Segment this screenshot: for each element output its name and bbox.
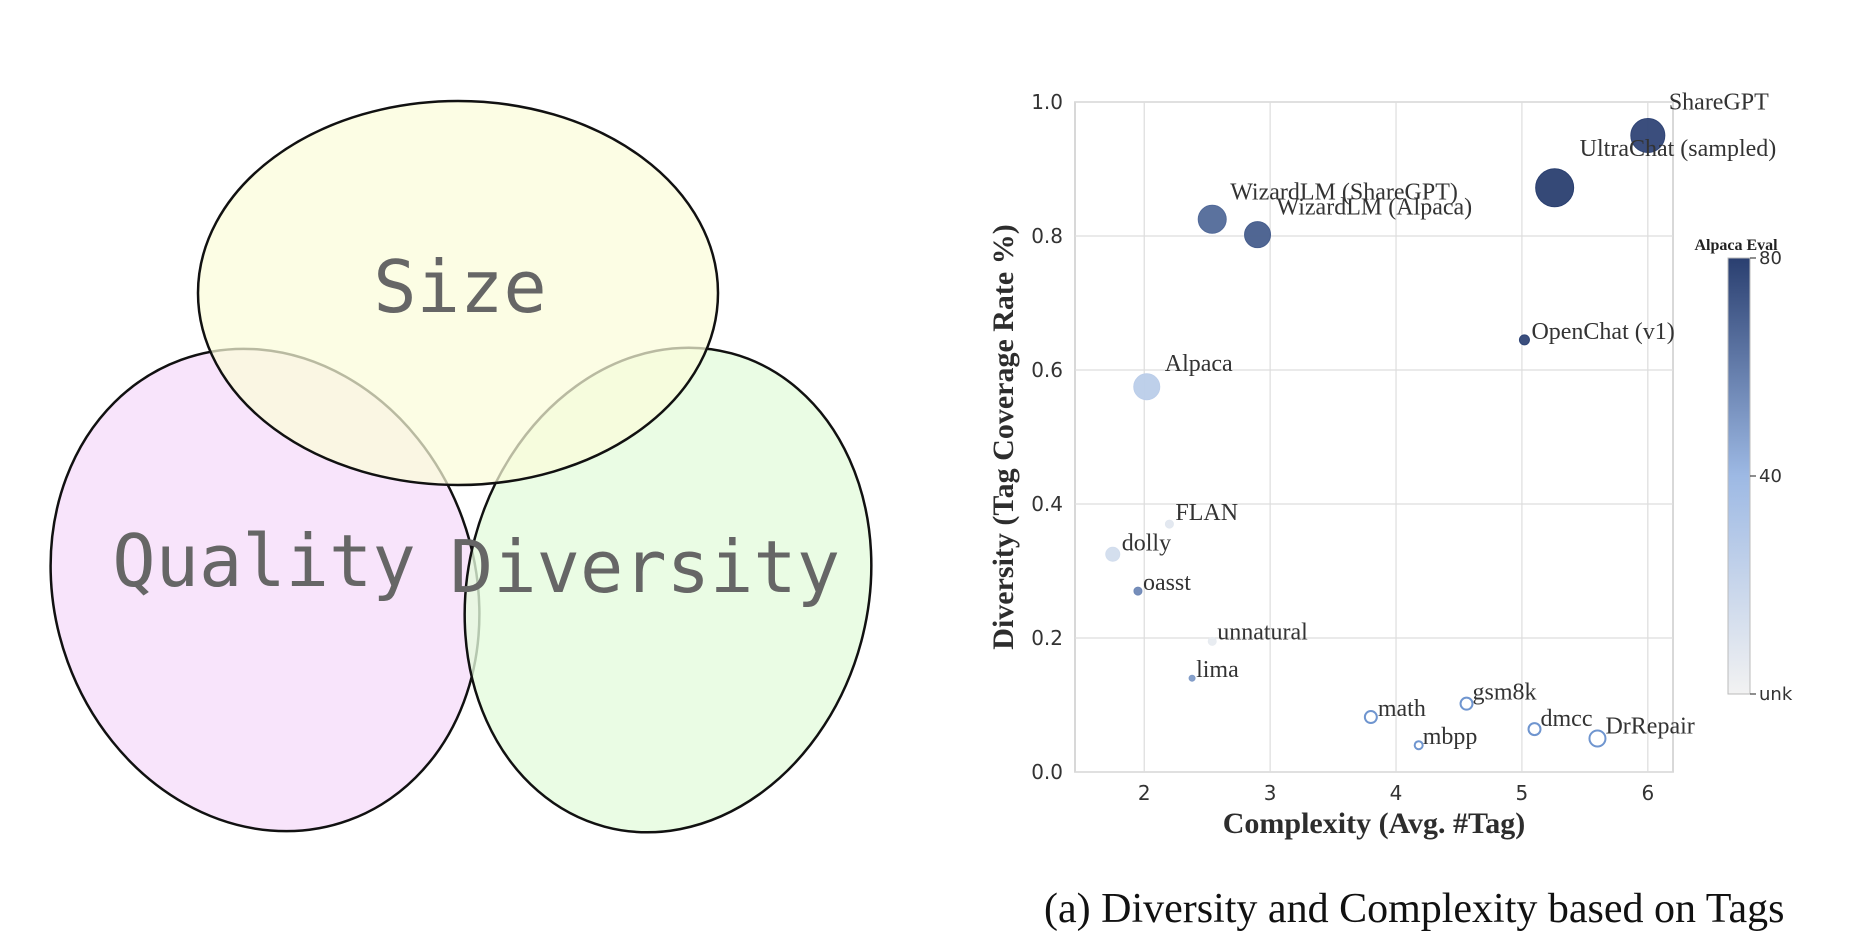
x-tick-label: 4: [1390, 781, 1403, 805]
data-label: mbpp: [1423, 724, 1478, 750]
data-label: oasst: [1143, 570, 1191, 596]
data-point: [1105, 546, 1121, 562]
data-label: dmcc: [1541, 706, 1593, 732]
y-tick-label: 0.0: [1031, 760, 1063, 784]
data-label: gsm8k: [1473, 680, 1537, 706]
data-point: [1518, 334, 1530, 346]
data-point: [1133, 373, 1161, 401]
x-tick-label: 6: [1641, 781, 1654, 805]
data-point: [1197, 204, 1227, 234]
y-axis-title: Diversity (Tag Coverage Rate %): [987, 224, 1020, 649]
venn-diversity-label: Diversity: [450, 525, 840, 609]
plot-area: [1074, 101, 1674, 773]
colorbar-tick-label: 40: [1759, 466, 1782, 487]
venn-diversity-ellipse: [463, 346, 873, 834]
data-label: Alpaca: [1165, 351, 1233, 377]
colorbar-ticks: 80 40 unk: [1750, 248, 1793, 705]
data-label: WizardLM (Alpaca): [1277, 195, 1473, 221]
data-point: [1244, 221, 1272, 249]
data-label: math: [1378, 696, 1426, 722]
x-tick-label: 3: [1264, 781, 1277, 805]
y-tick-label: 0.2: [1031, 626, 1063, 650]
axis-ticks: 2 3 4 5 6 0.0 0.2 0.4 0.6 0.8 1.0: [1031, 90, 1654, 805]
x-tick-label: 5: [1516, 781, 1529, 805]
figure-caption: (a) Diversity and Complexity based on Ta…: [1044, 886, 1784, 932]
y-tick-label: 0.8: [1031, 224, 1063, 248]
data-label: FLAN: [1175, 500, 1238, 526]
colorbar-tick-label: 80: [1759, 248, 1782, 269]
x-tick-label: 2: [1138, 781, 1151, 805]
data-point: [1630, 118, 1666, 153]
scatter-chart: 2 3 4 5 6 0.0 0.2 0.4 0.6 0.8 1.0 ShareGPT UltraCha…: [987, 90, 1793, 841]
colorbar-title: Alpaca Eval: [1694, 237, 1778, 254]
venn-diagram: Size Quality Diversity: [49, 99, 873, 834]
colorbar: Alpaca Eval 80 40 unk: [1694, 237, 1792, 705]
data-point: [1363, 710, 1378, 725]
data-label: ShareGPT: [1669, 90, 1769, 116]
data-points: [1105, 118, 1666, 751]
data-point: [1207, 636, 1217, 646]
data-point: [1535, 168, 1575, 208]
data-point: [1133, 586, 1143, 596]
colorbar-tick-label: unk: [1759, 684, 1793, 705]
data-labels: ShareGPT UltraChat (sampled) WizardLM (Sha…: [1122, 90, 1776, 751]
data-point: [1527, 722, 1542, 737]
x-axis-title: Complexity (Avg. #Tag): [1223, 807, 1526, 840]
y-tick-label: 0.6: [1031, 358, 1063, 382]
data-label: lima: [1196, 657, 1239, 683]
data-point: [1588, 729, 1607, 748]
data-label: dolly: [1122, 530, 1171, 556]
data-label: WizardLM (ShareGPT): [1230, 179, 1458, 205]
y-tick-label: 0.4: [1031, 492, 1063, 516]
data-point: [1459, 696, 1474, 711]
grid: [1075, 101, 1673, 773]
data-point: [1164, 519, 1174, 529]
data-point: [1413, 740, 1424, 751]
colorbar-gradient: [1727, 257, 1751, 695]
data-label: DrRepair: [1605, 714, 1694, 740]
venn-size-label: Size: [373, 245, 546, 329]
data-label: OpenChat (v1): [1531, 319, 1674, 345]
data-point: [1188, 674, 1196, 682]
y-tick-label: 1.0: [1031, 90, 1063, 114]
data-label: UltraChat (sampled): [1580, 136, 1777, 162]
venn-size-ellipse: [196, 99, 720, 487]
venn-quality-label: Quality: [112, 519, 415, 603]
data-label: unnatural: [1217, 619, 1308, 645]
